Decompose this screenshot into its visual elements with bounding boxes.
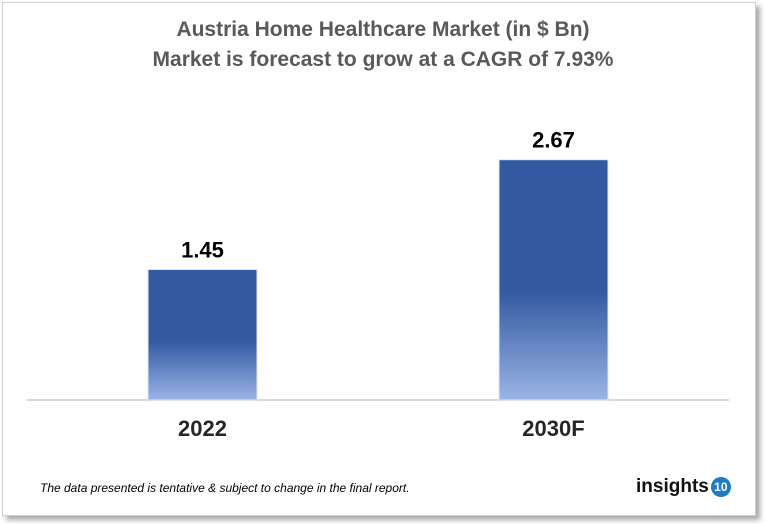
- bar-2030F: [498, 159, 609, 401]
- logo-text: insights: [636, 476, 709, 497]
- x-tick-label: 2030F: [522, 416, 584, 441]
- insights10-logo: insights 10: [636, 476, 731, 498]
- logo-badge: 10: [710, 477, 731, 497]
- data-label: 1.45: [181, 238, 224, 263]
- bar-2022: [147, 269, 258, 401]
- x-tick-label: 2022: [178, 416, 227, 441]
- chart-card: [2, 2, 756, 516]
- footnote: The data presented is tentative & subjec…: [40, 481, 410, 495]
- chart-subtitle: Market is forecast to grow at a CAGR of …: [152, 48, 614, 71]
- data-label: 2.67: [532, 128, 575, 153]
- chart-title: Austria Home Healthcare Market (in $ Bn): [176, 18, 590, 41]
